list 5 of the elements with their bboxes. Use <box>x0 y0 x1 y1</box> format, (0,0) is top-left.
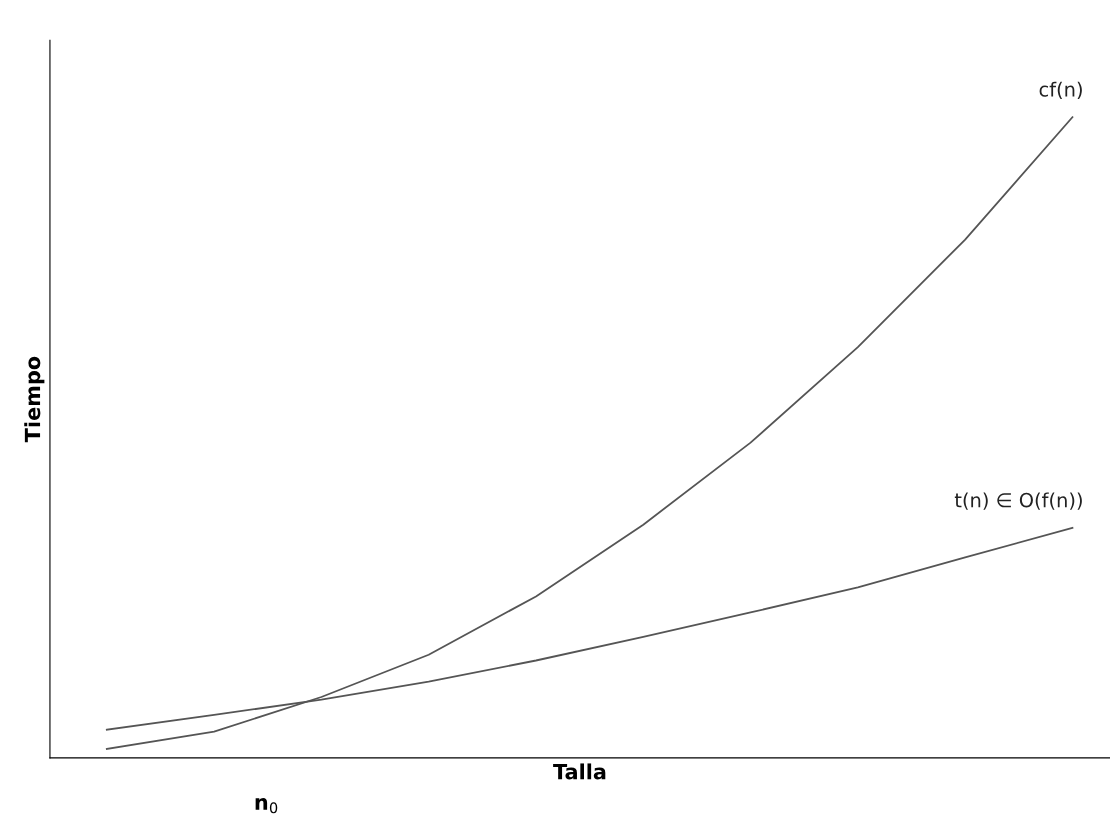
series-label: cf(n) <box>1039 81 1082 100</box>
series-label: t(n) ∈ O(f(n)) <box>954 492 1082 510</box>
y-axis-title: Tiempo <box>24 356 45 443</box>
x-axis-title: Talla <box>553 763 606 780</box>
text: n$_{0}$ <box>255 798 278 814</box>
